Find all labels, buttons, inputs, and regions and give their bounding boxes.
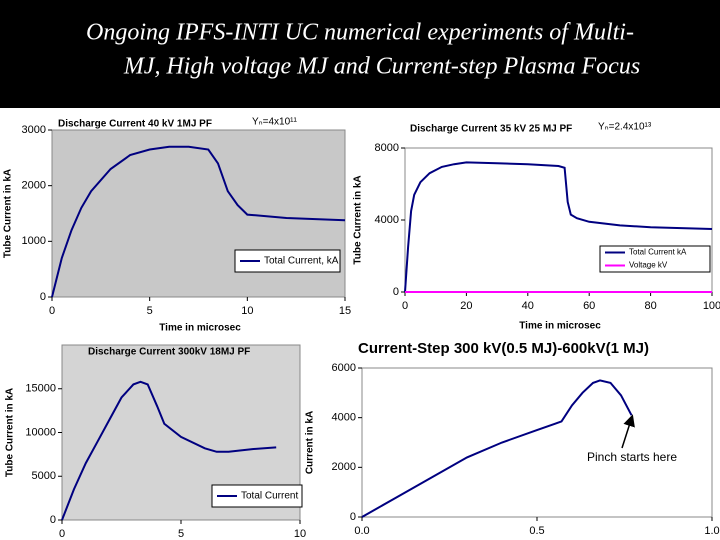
annotation: Yₙ=2.4x10¹³: [598, 122, 652, 133]
y-axis-label: Tube Current in kA: [5, 388, 16, 477]
x-tick-label: 40: [522, 300, 534, 312]
x-tick-label: 60: [583, 300, 595, 312]
y-tick-label: 2000: [22, 180, 46, 192]
y-tick-label: 0: [350, 511, 356, 523]
x-tick-label: 1.0: [704, 525, 719, 537]
y-tick-label: 6000: [332, 362, 356, 374]
x-tick-label: 15: [339, 305, 351, 317]
x-tick-label: 0.5: [529, 525, 544, 537]
legend-label: Voltage kV: [629, 261, 668, 270]
x-axis-label: Time in microsec: [519, 321, 601, 332]
y-tick-label: 0: [40, 291, 46, 303]
legend-box: [599, 245, 711, 273]
annotation: Yₙ=4x10¹¹: [252, 117, 298, 128]
data-line: [51, 145, 346, 298]
x-tick-label: 5: [147, 305, 153, 317]
x-tick-label: 5: [178, 528, 184, 540]
annotation-arrow: [621, 414, 635, 449]
y-tick-label: 2000: [332, 461, 356, 473]
x-tick-label: 0: [49, 305, 55, 317]
data-line: [404, 161, 713, 293]
chart: Discharge Current 300kV 18MJ PF 0 5000 1000…: [5, 344, 306, 540]
data-line: [61, 380, 277, 521]
legend-box: [234, 249, 341, 273]
annotation: Pinch starts here: [587, 450, 677, 464]
data-line: [361, 379, 633, 518]
x-tick-label: 100: [703, 300, 720, 312]
y-tick-label: 1000: [22, 235, 46, 247]
legend-label: Total Current, kA: [264, 256, 339, 267]
chart: Discharge Current 40 kV 1MJ PF 0 1000 2000 3…: [3, 117, 351, 334]
chart-title: Discharge Current 300kV 18MJ PF: [88, 347, 250, 358]
slide-title-line: Ongoing IPFS-INTI UC numerical experimen…: [86, 20, 634, 46]
y-tick-label: 4000: [332, 412, 356, 424]
y-tick-label: 15000: [25, 383, 56, 395]
legend-box: [211, 484, 303, 508]
y-tick-label: 5000: [32, 470, 56, 482]
x-tick-label: 10: [294, 528, 306, 540]
plot-area: [361, 367, 713, 518]
x-tick-label: 80: [644, 300, 656, 312]
x-tick-label: 20: [460, 300, 472, 312]
y-axis-label: Tube Current in kA: [353, 175, 364, 264]
chart-title: Current-Step 300 kV(0.5 MJ)-600kV(1 MJ): [358, 340, 649, 357]
chart: Current-Step 300 kV(0.5 MJ)-600kV(1 MJ) 0…: [305, 340, 720, 537]
x-tick-label: 0: [59, 528, 65, 540]
y-tick-label: 4000: [375, 214, 399, 226]
x-tick-label: 10: [241, 305, 253, 317]
chart: Discharge Current 35 kV 25 MJ PF04000800…: [353, 122, 720, 332]
y-tick-label: 10000: [25, 426, 56, 438]
x-axis-label: Time in microsec: [159, 323, 241, 334]
chart-title: Discharge Current 40 kV 1MJ PF: [58, 119, 212, 130]
legend-label: Total Current: [241, 491, 298, 502]
y-tick-label: 3000: [22, 124, 46, 136]
legend-label: Total Current kA: [629, 248, 687, 257]
y-tick-label: 8000: [375, 142, 399, 154]
header-band: [0, 0, 720, 108]
y-axis-label: Tube Current in kA: [3, 169, 14, 258]
y-tick-label: 0: [50, 514, 56, 526]
slide-title-line: MJ, High voltage MJ and Current-step Pla…: [123, 54, 640, 80]
y-tick-label: 0: [393, 286, 399, 298]
x-tick-label: 0.0: [354, 525, 369, 537]
chart-title: Discharge Current 35 kV 25 MJ PF: [410, 124, 572, 135]
y-axis-label: Current in kA: [305, 411, 316, 474]
x-tick-label: 0: [402, 300, 408, 312]
